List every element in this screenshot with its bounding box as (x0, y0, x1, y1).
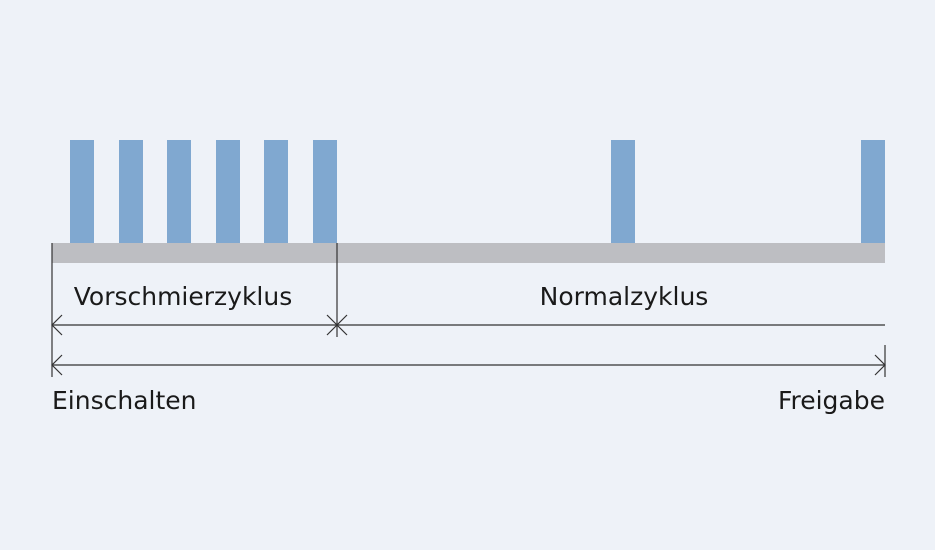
pulse (861, 140, 885, 244)
pulses (70, 140, 885, 244)
arrowhead (874, 354, 886, 376)
pulse (119, 140, 143, 244)
pulse (70, 140, 94, 244)
arrowhead (51, 314, 63, 336)
pulse (264, 140, 288, 244)
pulse (313, 140, 337, 244)
dimension-lines (51, 243, 886, 377)
end-label: Freigabe (778, 386, 885, 415)
timeline-bar (52, 243, 885, 263)
arrowhead (51, 354, 63, 376)
arrowhead (336, 314, 348, 336)
pulse (167, 140, 191, 244)
pulse (611, 140, 635, 244)
phase-label: Vorschmierzyklus (74, 282, 293, 311)
start-label: Einschalten (52, 386, 197, 415)
pulse (216, 140, 240, 244)
phase-label: Normalzyklus (540, 282, 709, 311)
